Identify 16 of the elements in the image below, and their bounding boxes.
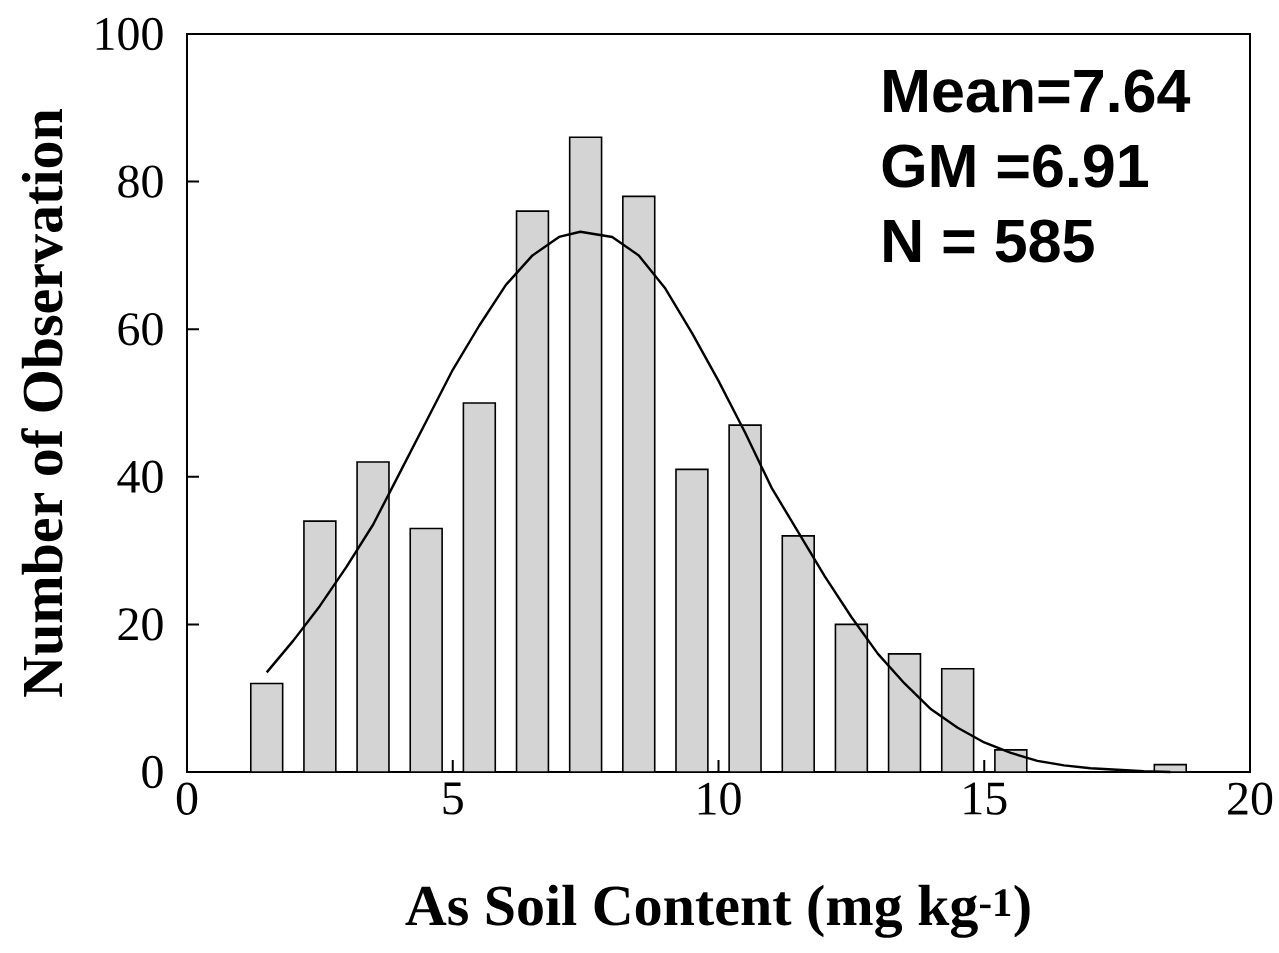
y-tick-label: 80: [118, 165, 163, 198]
x-tick-label: 15: [964, 782, 1007, 815]
y-tick-label: 40: [117, 460, 163, 493]
y-tick-label: 20: [118, 608, 163, 641]
y-tick-label: 0: [142, 755, 163, 789]
y-axis-title: Number of Observation: [21, 109, 63, 697]
y-tick-label: 60: [118, 312, 163, 346]
annotation: GM =6.91: [882, 144, 1148, 188]
x-tick-label: 5: [443, 782, 463, 815]
x-axis-title: As Soil Content (mg kg$^{-1}$): [405, 884, 1030, 938]
annotation: N = 585: [884, 219, 1094, 263]
annotation: Mean=7.64: [884, 69, 1191, 113]
x-tick-label: 20: [1228, 782, 1273, 815]
x-tick-label: 0: [176, 782, 198, 815]
x-tick-label: 10: [698, 782, 741, 815]
y-tick-label: 100: [96, 17, 163, 51]
